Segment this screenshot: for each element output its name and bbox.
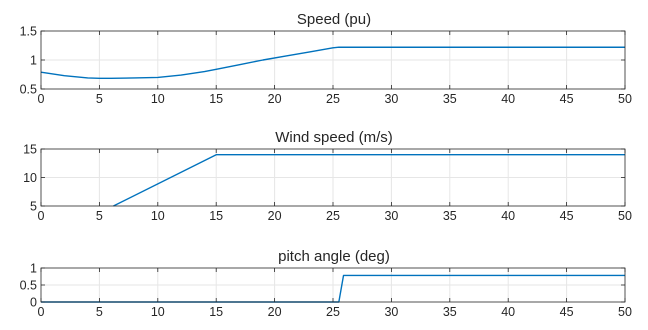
pitch-angle-x-tick-label: 0 (38, 305, 45, 319)
pitch-angle-y-tick-label: 1 (30, 262, 37, 276)
speed-y-tick-label: 1 (30, 54, 37, 68)
pitch-angle-x-tick-label: 15 (209, 305, 223, 319)
wind-speed-series-line (113, 153, 625, 207)
wind-speed-x-tick-label: 40 (501, 209, 515, 223)
speed-x-tick-label: 25 (326, 92, 340, 106)
speed-y-tick-label: 1.5 (20, 25, 37, 39)
pitch-angle-x-tick-label: 30 (384, 305, 398, 319)
pitch-angle-x-tick-label: 25 (326, 305, 340, 319)
speed-series-line (40, 46, 625, 79)
speed-y-tick-label: 0.5 (20, 83, 37, 97)
speed-x-tick-label: 15 (209, 92, 223, 106)
pitch-angle-x-tick-label: 10 (151, 305, 165, 319)
wind-speed-x-tick-label: 25 (326, 209, 340, 223)
wind-speed-x-tick-label: 45 (560, 209, 574, 223)
pitch-angle-x-tick-label: 5 (96, 305, 103, 319)
speed-x-tick-label: 20 (268, 92, 282, 106)
pitch-angle-x-tick-label: 45 (560, 305, 574, 319)
wind-speed-x-tick-label: 5 (96, 209, 103, 223)
wind-speed-x-tick-label: 30 (384, 209, 398, 223)
wind-speed-y-tick-label: 5 (30, 200, 37, 214)
pitch-angle-y-tick-label: 0.5 (20, 279, 37, 293)
pitch-angle-x-tick-label: 50 (618, 305, 632, 319)
speed-x-tick-label: 50 (618, 92, 632, 106)
speed-x-tick-label: 40 (501, 92, 515, 106)
speed-x-tick-label: 45 (560, 92, 574, 106)
speed-x-tick-label: 10 (151, 92, 165, 106)
wind-speed-x-tick-label: 35 (443, 209, 457, 223)
speed-x-tick-label: 30 (384, 92, 398, 106)
wind-speed-x-tick-label: 50 (618, 209, 632, 223)
wind-speed-title: Wind speed (m/s) (275, 129, 393, 146)
pitch-angle-y-tick-label: 0 (30, 296, 37, 310)
speed-title: Speed (pu) (297, 11, 371, 28)
speed-axes: 0 5 10 15 20 25 30 35 40 45 50 0.5 1 1.5 Speed (pu) (20, 11, 632, 106)
pitch-angle-x-tick-label: 35 (443, 305, 457, 319)
wind-speed-x-tick-label: 15 (209, 209, 223, 223)
speed-x-tick-label: 35 (443, 92, 457, 106)
speed-x-tick-label: 0 (38, 92, 45, 106)
pitch-angle-title: pitch angle (deg) (278, 248, 390, 265)
wind-speed-y-tick-label: 15 (23, 143, 37, 157)
speed-x-tick-label: 5 (96, 92, 103, 106)
pitch-angle-x-tick-label: 20 (268, 305, 282, 319)
wind-speed-y-tick-label: 10 (23, 171, 37, 185)
pitch-angle-x-tick-label: 40 (501, 305, 515, 319)
wind-speed-x-tick-label: 20 (268, 209, 282, 223)
wind-speed-x-tick-label: 0 (38, 209, 45, 223)
wind-speed-x-tick-label: 10 (151, 209, 165, 223)
